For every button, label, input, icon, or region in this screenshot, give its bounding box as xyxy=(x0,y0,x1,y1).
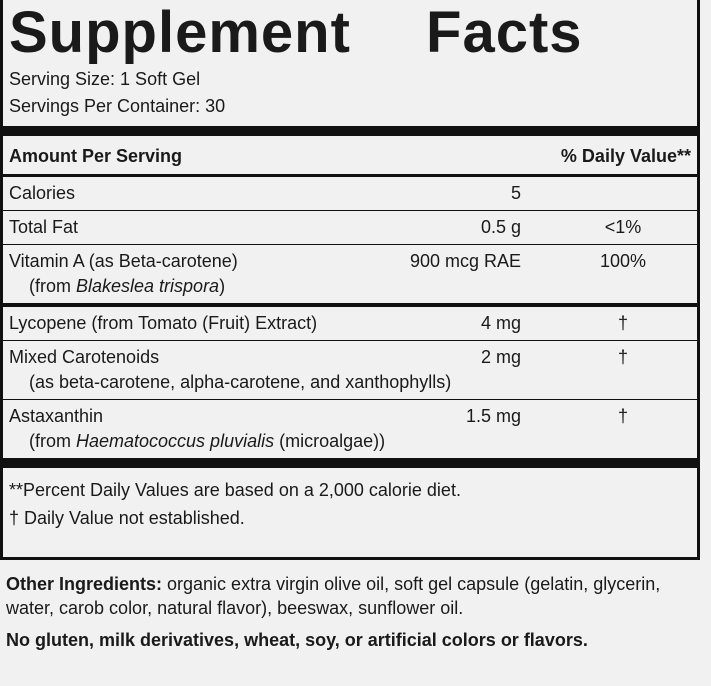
note-suffix: (microalgae)) xyxy=(274,431,386,451)
servings-per-container: Servings Per Container: 30 xyxy=(9,96,226,116)
note-suffix: ) xyxy=(219,276,226,296)
nutrient-name: Mixed Carotenoids xyxy=(9,347,160,367)
amount: 0.5 g xyxy=(480,217,521,237)
amount: 4 mg xyxy=(480,313,521,333)
nutrient-row: Vitamin A (as Beta-carotene) 900 mcg RAE 1… xyxy=(3,245,697,307)
daily-value: 100% xyxy=(599,251,647,271)
nutrient-row: Astaxanthin 1.5 mg † (from Haematococcus pl… xyxy=(3,400,697,458)
note-prefix: (from xyxy=(29,431,76,451)
note-prefix: (from xyxy=(29,276,76,296)
header-amount: Amount Per Serving xyxy=(9,146,183,166)
amount: 900 mcg RAE xyxy=(409,251,521,271)
note-prefix: (as beta-carotene, alpha-carotene, and x… xyxy=(29,372,452,392)
daily-value: † xyxy=(617,347,628,367)
nutrient-row: Lycopene (from Tomato (Fruit) Extract) 4 … xyxy=(3,307,697,341)
header-dv: % Daily Value** xyxy=(560,146,691,166)
nutrient-row: Mixed Carotenoids 2 mg † (as beta-carotene,… xyxy=(3,341,697,400)
nutrient-note: (from Blakeslea trispora) xyxy=(9,276,697,297)
amount: 2 mg xyxy=(480,347,521,367)
note-italic: Haematococcus pluvialis xyxy=(76,431,275,451)
serving-size: Serving Size: 1 Soft Gel xyxy=(9,69,201,89)
rule xyxy=(3,458,697,468)
nutrient-name: Calories xyxy=(9,183,76,203)
nutrient-note: (from Haematococcus pluvialis (microalga… xyxy=(9,431,697,452)
table-header: Amount Per Serving % Daily Value** xyxy=(3,136,697,177)
nutrient-name: Astaxanthin xyxy=(9,406,104,426)
footnotes: **Percent Daily Values are based on a 2,… xyxy=(3,468,697,532)
ingredients-label: Other Ingredients: xyxy=(6,574,163,594)
allergen-statement: No gluten, milk derivatives, wheat, soy,… xyxy=(6,630,588,650)
nutrient-name: Vitamin A (as Beta-carotene) xyxy=(9,251,238,271)
nutrient-row: Calories 5 xyxy=(3,177,697,211)
facts-box: Supplement Facts Serving Size: 1 Soft Ge… xyxy=(0,0,700,560)
nutrient-row: Total Fat 0.5 g <1% xyxy=(3,211,697,245)
title: Supplement Facts xyxy=(9,0,583,65)
note-italic: Blakeslea trispora xyxy=(76,276,220,296)
footnote: **Percent Daily Values are based on a 2,… xyxy=(9,480,461,500)
footnote: † Daily Value not established. xyxy=(9,508,245,528)
rows: Calories 5 Total Fat 0.5 g <1% Vitamin A (as … xyxy=(3,177,697,458)
daily-value: † xyxy=(617,313,628,333)
daily-value: † xyxy=(617,406,628,426)
nutrient-name: Total Fat xyxy=(9,217,79,237)
nutrient-note: (as beta-carotene, alpha-carotene, and x… xyxy=(9,372,697,393)
nutrient-name: Lycopene (from Tomato (Fruit) Extract) xyxy=(9,313,318,333)
ingredients-text: organic extra virgin olive oil, soft gel… xyxy=(6,574,661,618)
amount: 1.5 mg xyxy=(465,406,521,426)
other-ingredients: Other Ingredients: organic extra virgin … xyxy=(6,572,696,620)
rule xyxy=(3,126,697,136)
daily-value: <1% xyxy=(604,217,642,237)
amount: 5 xyxy=(510,183,521,203)
